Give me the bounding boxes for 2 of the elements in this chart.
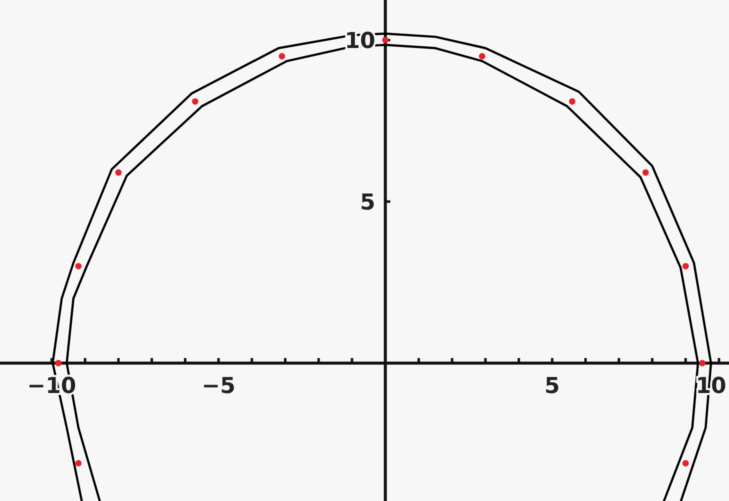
x-tick-label: −5 bbox=[202, 374, 236, 400]
x-tick-label: 5 bbox=[544, 374, 560, 400]
